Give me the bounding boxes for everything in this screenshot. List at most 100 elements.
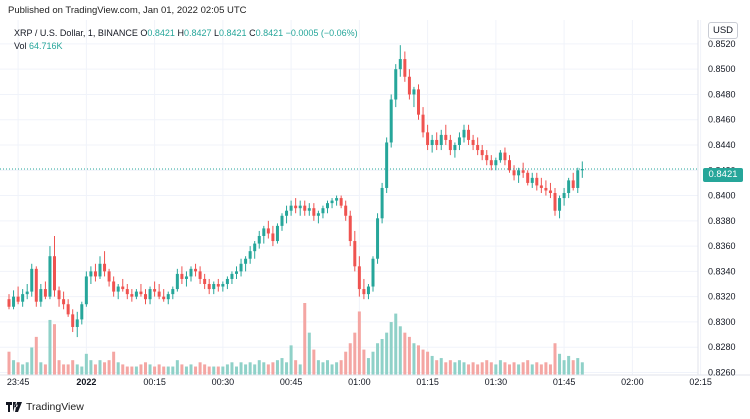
time-tick-label: 00:45 [280,377,303,387]
candle-body [39,289,43,302]
candle-body [262,228,266,236]
volume-bar [312,349,316,375]
candle-body [244,258,248,264]
price-tick-label: 0.8520 [708,39,736,49]
candle-body [330,200,334,204]
volume-bars [7,303,584,375]
volume-bar [34,336,38,375]
volume-bar [166,366,170,375]
volume-bar [508,364,511,375]
volume-bar [371,351,375,375]
volume-bar [112,351,116,375]
candle-body [321,208,325,214]
volume-bar [121,364,125,375]
volume-bar [253,364,257,375]
candle-body [394,69,398,100]
candle-body [203,278,207,285]
candle-body [576,170,580,188]
candle-body [112,281,116,292]
volume-bar [7,351,11,375]
price-tick-label: 0.8300 [708,317,736,327]
volume-bar [467,364,471,375]
volume-bar [521,362,525,375]
candle-body [398,59,402,70]
high-value: 0.8427 [183,28,212,38]
price-tick-label: 0.8340 [708,266,736,276]
volume-bar [89,360,93,375]
candle-body [448,139,452,151]
volume-bar [576,358,580,375]
volume-bar [175,360,179,375]
volume-bar [435,360,439,375]
candle-body [558,198,562,211]
volume-bar [298,364,302,375]
candle-body [221,284,225,287]
candle-body [89,271,93,277]
volume-bar [225,364,229,375]
legend-volume-row: Vol 64.716K [14,40,358,53]
candle-body [316,213,320,216]
volume-bar [107,360,111,375]
volume-bar [248,362,252,375]
legend-ohlc-row: XRP / U.S. Dollar, 1, BINANCE O0.8421 H0… [14,27,358,40]
candle-body [417,89,420,115]
candle-body [25,291,29,295]
volume-bar [207,366,211,375]
change-value: −0.0005 (−0.06%) [285,28,358,38]
volume-bar [448,360,452,375]
currency-button[interactable]: USD [708,22,738,39]
volume-bar [376,343,380,375]
volume-label: Vol [14,41,27,51]
volume-bar [294,360,298,375]
volume-bar [417,345,420,375]
price-tick-label: 0.8460 [708,115,736,125]
candle-body [453,145,457,151]
price-chart[interactable]: 0.85200.85000.84800.84600.84400.84200.84… [0,20,750,395]
candle-body [539,185,543,188]
candle-body [75,319,79,327]
volume-bar [485,360,489,375]
candle-body [467,129,471,140]
candle-body [498,152,502,161]
price-tick-label: 0.8260 [708,367,736,377]
candlestick-chart[interactable]: 0.85200.85000.84800.84600.84400.84200.84… [0,20,750,395]
candle-body [116,286,120,292]
candle-body [571,180,575,188]
volume-bar [389,322,393,375]
volume-bar [271,362,275,375]
volume-bar [171,366,175,375]
candle-body [344,205,348,216]
candle-body [517,170,521,176]
footer-branding: TradingView [6,398,84,416]
volume-bar [244,364,248,375]
volume-bar [421,349,425,375]
candle-body [148,289,152,300]
volume-bar [84,353,88,375]
candle-body [257,235,261,244]
volume-bar [403,332,407,375]
candle-body [289,205,293,211]
candle-body [412,89,416,95]
open-label: O [140,28,148,38]
time-tick-label: 01:30 [485,377,508,387]
close-value: 0.8421 [255,28,284,38]
candle-body [271,233,275,242]
candle-body [485,155,489,161]
candle-body [435,139,439,145]
time-axis: 23:45 2022 00:15 00:30 00:45 01:00 01:15 01:30 0… [7,377,712,387]
volume-bar [280,358,284,375]
candle-body [548,190,552,194]
symbol-label[interactable]: XRP / U.S. Dollar, 1, BINANCE [14,28,138,38]
volume-bar [326,360,329,375]
volume-bar [194,366,198,375]
volume-bar [494,364,498,375]
candle-body [98,263,102,277]
candle-body [266,228,270,234]
candle-body [567,180,571,194]
candle-body [248,251,252,259]
candle-body [71,314,75,327]
candle-body [194,268,198,272]
candle-body [171,289,175,295]
close-label: C [249,28,256,38]
candle-body [139,291,143,295]
